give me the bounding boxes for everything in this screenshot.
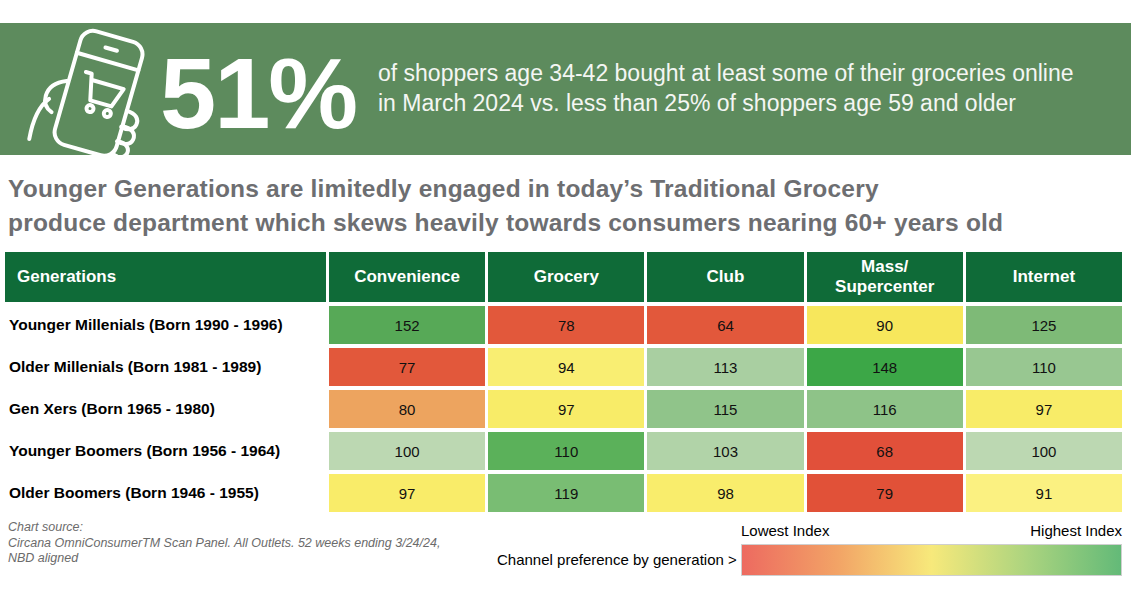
heatmap-cell: 97 [966, 390, 1122, 428]
heatmap-cell: 100 [966, 432, 1122, 470]
column-header-generations: Generations [5, 252, 326, 302]
stat-description: of shoppers age 34-42 bought at least so… [378, 58, 1074, 118]
heatmap-cell: 94 [488, 348, 644, 386]
stat-banner: 51% of shoppers age 34-42 bought at leas… [0, 23, 1131, 155]
stat-description-line2: in March 2024 vs. less than 25% of shopp… [378, 88, 1074, 118]
chart-source-label: Chart source: [8, 520, 440, 536]
column-header: Club [647, 252, 803, 302]
row-label: Gen Xers (Born 1965 - 1980) [5, 390, 326, 428]
stat-description-line1: of shoppers age 34-42 bought at least so… [378, 58, 1074, 88]
legend-high-label: Highest Index [1030, 522, 1122, 539]
heatmap-cell: 115 [647, 390, 803, 428]
heatmap-cell: 100 [329, 432, 485, 470]
heatmap-cell: 125 [966, 306, 1122, 344]
legend-low-label: Lowest Index [741, 522, 829, 539]
heatmap-cell: 97 [329, 474, 485, 512]
chart-source-line2: NBD aligned [8, 551, 440, 567]
row-label: Older Boomers (Born 1946 - 1955) [5, 474, 326, 512]
heatmap-cell: 64 [647, 306, 803, 344]
column-header: Convenience [329, 252, 485, 302]
heatmap-table: GenerationsConvenienceGroceryClubMass/ S… [5, 252, 1122, 512]
heatmap-cell: 97 [488, 390, 644, 428]
heatmap-cell: 98 [647, 474, 803, 512]
heatmap-cell: 80 [329, 390, 485, 428]
page-title: Younger Generations are limitedly engage… [8, 172, 1003, 240]
chart-source: Chart source: Circana OmniConsumerTM Sca… [8, 520, 440, 567]
stat-value: 51% [160, 23, 356, 155]
phone-shopping-cart-icon [25, 27, 163, 155]
infographic-canvas: 51% of shoppers age 34-42 bought at leas… [0, 0, 1131, 601]
legend-note: Channel preference by generation > [497, 551, 737, 568]
chart-source-line1: Circana OmniConsumerTM Scan Panel. All O… [8, 536, 440, 552]
heatmap-cell: 110 [488, 432, 644, 470]
heatmap-cell: 90 [807, 306, 963, 344]
page-title-line1: Younger Generations are limitedly engage… [8, 175, 879, 202]
heatmap-cell: 113 [647, 348, 803, 386]
heatmap-cell: 79 [807, 474, 963, 512]
heatmap-cell: 68 [807, 432, 963, 470]
heatmap-cell: 103 [647, 432, 803, 470]
heatmap-cell: 148 [807, 348, 963, 386]
heatmap-cell: 119 [488, 474, 644, 512]
page-title-line2: produce department which skews heavily t… [8, 209, 1003, 236]
column-header: Internet [966, 252, 1122, 302]
row-label: Younger Millenials (Born 1990 - 1996) [5, 306, 326, 344]
heatmap-cell: 110 [966, 348, 1122, 386]
row-label: Older Millenials (Born 1981 - 1989) [5, 348, 326, 386]
column-header: Grocery [488, 252, 644, 302]
legend-gradient-bar [741, 544, 1122, 576]
heatmap-cell: 77 [329, 348, 485, 386]
heatmap-cell: 91 [966, 474, 1122, 512]
heatmap-cell: 152 [329, 306, 485, 344]
column-header: Mass/ Supercenter [807, 252, 963, 302]
heatmap-cell: 116 [807, 390, 963, 428]
row-label: Younger Boomers (Born 1956 - 1964) [5, 432, 326, 470]
heatmap-cell: 78 [488, 306, 644, 344]
